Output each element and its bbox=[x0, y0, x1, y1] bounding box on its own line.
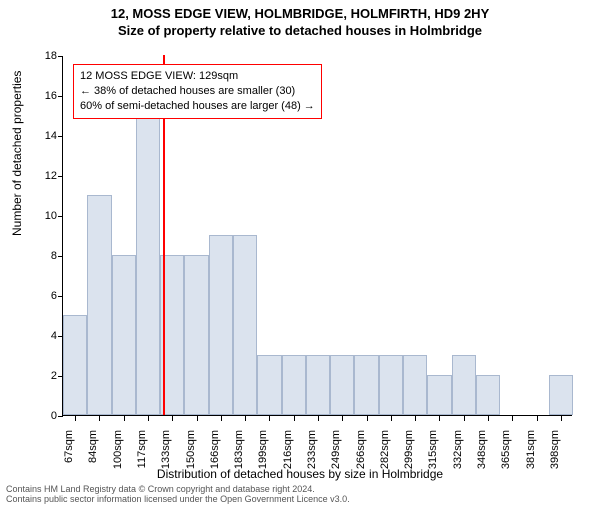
x-tick-label: 266sqm bbox=[355, 430, 367, 490]
x-tick-mark bbox=[439, 416, 440, 421]
x-tick-mark bbox=[512, 416, 513, 421]
x-tick-label: 381sqm bbox=[525, 430, 537, 490]
x-tick-label: 398sqm bbox=[549, 430, 561, 490]
x-tick-label: 233sqm bbox=[306, 430, 318, 490]
x-tick-label: 84sqm bbox=[87, 430, 99, 490]
x-tick-mark bbox=[294, 416, 295, 421]
histogram-bar bbox=[63, 315, 87, 415]
histogram-bar bbox=[427, 375, 451, 415]
y-tick-mark bbox=[58, 56, 63, 57]
y-tick-label: 2 bbox=[27, 370, 57, 382]
footer-line-2: Contains public sector information licen… bbox=[6, 495, 350, 505]
histogram-bar bbox=[257, 355, 281, 415]
x-tick-mark bbox=[415, 416, 416, 421]
histogram-bar bbox=[476, 375, 500, 415]
y-tick-label: 8 bbox=[27, 250, 57, 262]
x-tick-mark bbox=[99, 416, 100, 421]
x-tick-mark bbox=[245, 416, 246, 421]
histogram-bar bbox=[379, 355, 403, 415]
x-tick-label: 249sqm bbox=[330, 430, 342, 490]
histogram-bar bbox=[549, 375, 573, 415]
page-title-subtitle: Size of property relative to detached ho… bbox=[0, 23, 600, 38]
x-tick-mark bbox=[391, 416, 392, 421]
x-tick-mark bbox=[561, 416, 562, 421]
x-tick-label: 299sqm bbox=[403, 430, 415, 490]
x-tick-label: 150sqm bbox=[185, 430, 197, 490]
y-tick-label: 10 bbox=[27, 210, 57, 222]
legend-line-2: ← 38% of detached houses are smaller (30… bbox=[80, 84, 315, 99]
x-tick-label: 216sqm bbox=[282, 430, 294, 490]
histogram-bar bbox=[282, 355, 306, 415]
y-tick-mark bbox=[58, 216, 63, 217]
x-tick-label: 332sqm bbox=[452, 430, 464, 490]
y-tick-mark bbox=[58, 296, 63, 297]
x-tick-mark bbox=[197, 416, 198, 421]
x-tick-mark bbox=[124, 416, 125, 421]
y-tick-mark bbox=[58, 136, 63, 137]
y-tick-label: 4 bbox=[27, 330, 57, 342]
x-tick-mark bbox=[221, 416, 222, 421]
histogram-bar bbox=[112, 255, 136, 415]
histogram-bar bbox=[306, 355, 330, 415]
legend-line-1: 12 MOSS EDGE VIEW: 129sqm bbox=[80, 69, 315, 84]
histogram-bar bbox=[87, 195, 111, 415]
histogram-bar bbox=[184, 255, 208, 415]
histogram-bar bbox=[209, 235, 233, 415]
histogram-bar bbox=[452, 355, 476, 415]
y-tick-label: 12 bbox=[27, 170, 57, 182]
x-tick-mark bbox=[318, 416, 319, 421]
x-tick-label: 166sqm bbox=[209, 430, 221, 490]
page-title-address: 12, MOSS EDGE VIEW, HOLMBRIDGE, HOLMFIRT… bbox=[0, 6, 600, 21]
y-tick-mark bbox=[58, 416, 63, 417]
y-tick-mark bbox=[58, 256, 63, 257]
y-tick-label: 14 bbox=[27, 130, 57, 142]
x-tick-mark bbox=[367, 416, 368, 421]
x-tick-mark bbox=[269, 416, 270, 421]
histogram-bar bbox=[136, 95, 160, 415]
y-axis-label: Number of detached properties bbox=[10, 71, 24, 236]
y-tick-mark bbox=[58, 176, 63, 177]
x-tick-label: 348sqm bbox=[476, 430, 488, 490]
x-tick-mark bbox=[148, 416, 149, 421]
x-tick-label: 199sqm bbox=[257, 430, 269, 490]
x-tick-mark bbox=[464, 416, 465, 421]
x-tick-label: 133sqm bbox=[160, 430, 172, 490]
x-tick-label: 315sqm bbox=[427, 430, 439, 490]
y-tick-label: 6 bbox=[27, 290, 57, 302]
y-tick-label: 16 bbox=[27, 90, 57, 102]
x-tick-label: 67sqm bbox=[63, 430, 75, 490]
histogram-bar bbox=[354, 355, 378, 415]
x-tick-label: 282sqm bbox=[379, 430, 391, 490]
histogram-bar bbox=[330, 355, 354, 415]
x-tick-mark bbox=[537, 416, 538, 421]
footer-attribution: Contains HM Land Registry data © Crown c… bbox=[6, 485, 350, 505]
x-tick-label: 100sqm bbox=[112, 430, 124, 490]
x-tick-label: 117sqm bbox=[136, 430, 148, 490]
histogram-bar bbox=[233, 235, 257, 415]
y-tick-label: 18 bbox=[27, 50, 57, 62]
x-tick-label: 183sqm bbox=[233, 430, 245, 490]
x-tick-mark bbox=[342, 416, 343, 421]
legend-line-3: 60% of semi-detached houses are larger (… bbox=[80, 99, 315, 114]
legend-box: 12 MOSS EDGE VIEW: 129sqm← 38% of detach… bbox=[73, 64, 322, 119]
y-tick-mark bbox=[58, 96, 63, 97]
x-tick-mark bbox=[75, 416, 76, 421]
histogram-chart: 67sqm84sqm100sqm117sqm133sqm150sqm166sqm… bbox=[62, 56, 572, 416]
histogram-bar bbox=[403, 355, 427, 415]
x-tick-mark bbox=[172, 416, 173, 421]
y-tick-label: 0 bbox=[27, 410, 57, 422]
x-tick-mark bbox=[488, 416, 489, 421]
x-tick-label: 365sqm bbox=[500, 430, 512, 490]
plot-area: 67sqm84sqm100sqm117sqm133sqm150sqm166sqm… bbox=[62, 56, 572, 416]
x-axis-label: Distribution of detached houses by size … bbox=[0, 467, 600, 481]
